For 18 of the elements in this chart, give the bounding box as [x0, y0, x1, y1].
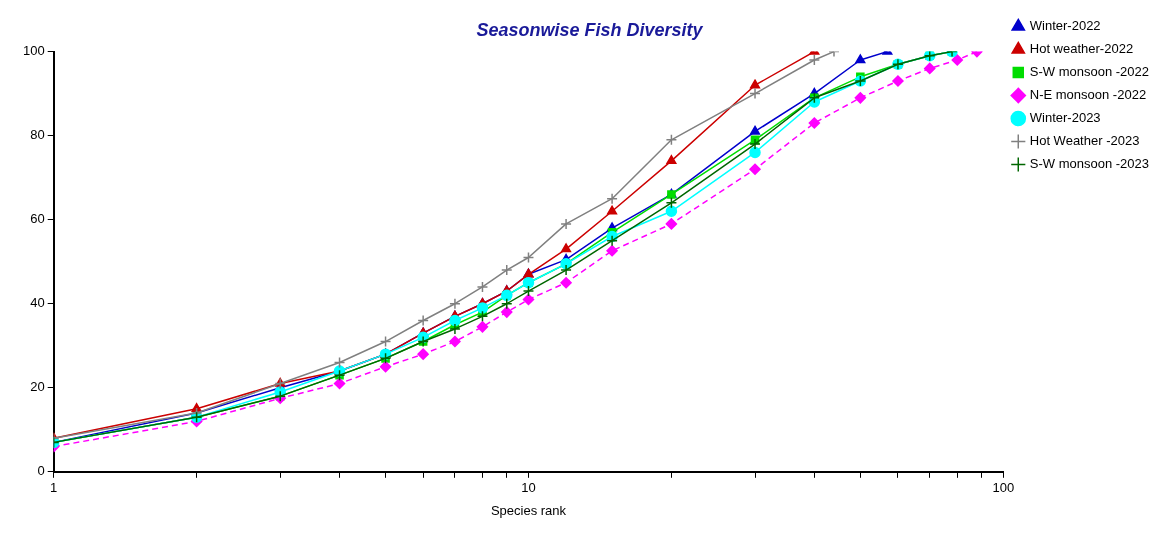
y-tick-label: 80 [30, 127, 45, 143]
legend-label: Winter-2022 [1029, 18, 1101, 34]
y-tick-label: 0 [37, 463, 45, 479]
legend-label: S-W monsoon -2023 [1029, 156, 1150, 172]
legend-label: N-E monsoon -2022 [1029, 87, 1147, 103]
chart-title: Seasonwise Fish Diversity [476, 19, 704, 40]
x-tick-label: 100 [992, 480, 1015, 496]
legend-label: Winter-2023 [1029, 110, 1101, 126]
legend-label: Hot Weather -2023 [1029, 133, 1140, 149]
x-axis-title: Species rank [490, 502, 567, 518]
y-tick-label: 40 [30, 295, 45, 311]
legend-label: S-W monsoon -2022 [1029, 64, 1150, 80]
y-tick-label: 20 [30, 379, 45, 395]
x-tick-label: 10 [521, 480, 536, 496]
y-tick-label: 60 [30, 211, 45, 227]
y-tick-label: 100 [22, 43, 45, 59]
x-tick-label: 1 [50, 480, 58, 496]
legend-label: Hot weather-2022 [1029, 41, 1134, 57]
